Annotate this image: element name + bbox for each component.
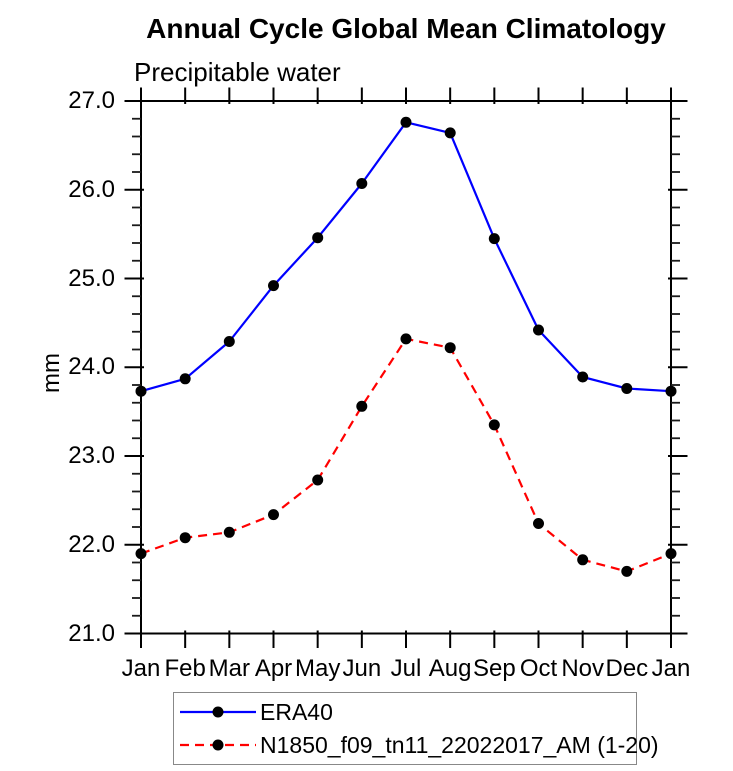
- data-point-marker: [268, 280, 279, 292]
- legend: ERA40 N1850_f09_tn11_22022017_AM (1-20): [173, 692, 659, 765]
- data-point-marker: [621, 383, 633, 394]
- data-point-marker: [179, 532, 191, 544]
- data-point-marker: [533, 518, 544, 529]
- y-axis-tick-label: 25.0: [68, 264, 115, 292]
- legend-label: N1850_f09_tn11_22022017_AM (1-20): [260, 731, 659, 758]
- y-axis-tick-label: 22.0: [68, 530, 115, 558]
- y-axis-tick-label: 24.0: [68, 353, 115, 381]
- x-axis-tick-label: Apr: [254, 655, 293, 682]
- x-axis-tick-label: Jan: [121, 655, 161, 682]
- y-axis-tick-label: 21.0: [68, 619, 115, 647]
- chart-title: Annual Cycle Global Mean Climatology: [146, 13, 666, 44]
- x-axis-tick-label: Mar: [208, 655, 250, 682]
- data-point-marker: [444, 342, 456, 354]
- data-point-marker: [577, 554, 589, 566]
- data-point-marker: [312, 474, 324, 486]
- y-axis-tick-label: 26.0: [68, 175, 115, 203]
- legend-line-sample-solid: [180, 706, 256, 718]
- data-point-marker: [444, 127, 456, 139]
- x-axis-tick-label: Dec: [605, 655, 649, 682]
- legend-label: ERA40: [260, 698, 333, 725]
- chart-subtitle: Precipitable water: [134, 57, 341, 87]
- data-point-marker: [312, 232, 324, 244]
- data-point-marker: [223, 336, 235, 347]
- data-point-marker: [621, 565, 633, 577]
- x-axis-tick-label: Aug: [428, 655, 472, 682]
- x-axis-tick-label: Nov: [561, 655, 604, 682]
- plot-frame: [140, 100, 672, 635]
- y-axis-tick-label: 23.0: [68, 442, 115, 469]
- x-axis-tick-label: Oct: [519, 655, 558, 682]
- data-point-marker: [400, 116, 412, 128]
- x-axis-tick-label: May: [294, 655, 341, 682]
- data-point-marker: [268, 509, 279, 521]
- data-point-marker: [135, 385, 147, 397]
- data-point-marker: [223, 526, 235, 538]
- x-axis-tick-label: Sep: [472, 655, 516, 682]
- y-axis-tick-label: 27.0: [68, 87, 115, 114]
- data-point-marker: [179, 373, 191, 385]
- data-point-marker: [356, 178, 368, 189]
- data-point-marker: [577, 371, 589, 383]
- legend-item-series2: N1850_f09_tn11_22022017_AM (1-20): [179, 729, 659, 762]
- data-point-marker: [356, 400, 368, 412]
- x-axis-tick-label: Jul: [390, 655, 422, 682]
- data-point-marker: [488, 233, 500, 245]
- data-point-marker: [488, 419, 500, 431]
- data-point-marker: [665, 548, 677, 560]
- series-line-1: [140, 121, 672, 393]
- x-axis-tick-label: Jun: [342, 655, 382, 682]
- data-point-marker: [135, 548, 147, 560]
- legend-item-series1: ERA40: [179, 696, 636, 729]
- data-point-marker: [533, 324, 544, 336]
- data-point-marker: [400, 333, 412, 345]
- series-line-2: [140, 337, 672, 573]
- data-point-marker: [665, 385, 677, 397]
- x-axis-tick-label: Feb: [164, 655, 206, 682]
- legend-line-sample-dashed: [180, 739, 256, 751]
- x-axis-tick-label: Jan: [651, 655, 691, 682]
